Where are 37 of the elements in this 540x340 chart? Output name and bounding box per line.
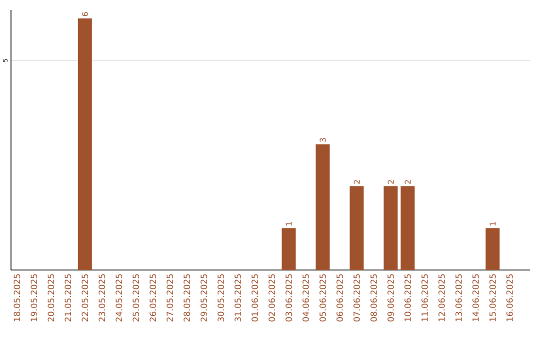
bar <box>316 144 330 270</box>
x-tick-label: 21.05.2025 <box>64 274 72 322</box>
x-tick-label: 01.06.2025 <box>252 274 258 322</box>
x-tick-label: 22.05.2025 <box>82 274 88 322</box>
x-tick-label: 29.05.2025 <box>200 274 208 322</box>
x-tick-label: 08.06.2025 <box>370 274 377 322</box>
x-tick-label: 25.05.2025 <box>132 274 140 322</box>
x-tick-label: 19.05.2025 <box>30 274 38 322</box>
bar <box>282 228 296 270</box>
x-tick-label: 27.05.2025 <box>166 274 174 322</box>
x-tick-label: 26.05.2025 <box>150 274 156 322</box>
x-tick-label: 20.05.2025 <box>48 274 54 322</box>
x-tick-label: 10.06.2025 <box>404 274 411 322</box>
x-tick-label: 28.05.2025 <box>184 274 190 322</box>
x-tick-label: 09.06.2025 <box>388 274 394 322</box>
bar <box>78 18 92 270</box>
x-tick-label: 06.06.2025 <box>336 274 343 322</box>
bar <box>350 186 364 270</box>
x-tick-label: 12.06.2025 <box>438 274 445 322</box>
x-tick-label: 03.06.2025 <box>286 274 292 322</box>
x-tick-label: 16.06.2025 <box>506 274 513 322</box>
x-tick-label: 23.05.2025 <box>98 274 106 322</box>
x-tick-label: 14.06.2025 <box>472 274 479 322</box>
x-tick-label: 13.06.2025 <box>455 274 462 322</box>
bar <box>384 186 398 270</box>
bar <box>400 186 415 270</box>
x-tick-label: 07.06.2025 <box>354 274 360 322</box>
x-tick-label: 24.05.2025 <box>116 274 122 322</box>
x-tick-label: 04.06.2025 <box>302 274 309 322</box>
x-tick-label: 31.05.2025 <box>234 274 242 322</box>
bar <box>486 228 500 270</box>
x-tick-label: 05.06.2025 <box>320 274 326 322</box>
x-tick-label: 11.06.2025 <box>421 274 428 322</box>
x-tick-label: 18.05.2025 <box>14 274 20 322</box>
x-tick-label: 02.06.2025 <box>268 274 275 322</box>
x-tick-label: 15.06.2025 <box>489 274 496 322</box>
x-tick-label: 30.05.2025 <box>218 274 224 322</box>
